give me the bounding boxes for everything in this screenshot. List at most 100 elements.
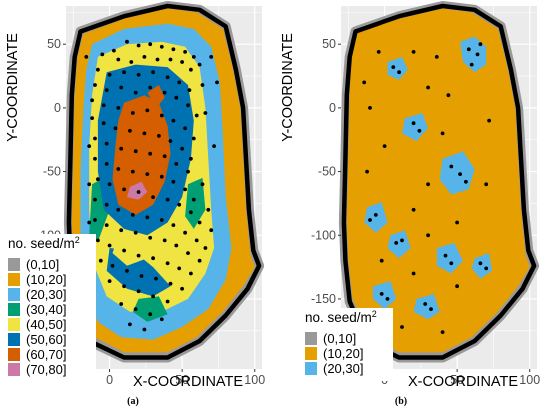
sample-point bbox=[165, 75, 170, 80]
panel-b: 050100500-50-100-150X-COORDINATEY-COORDI… bbox=[275, 0, 550, 409]
sample-point bbox=[200, 83, 205, 87]
sample-point bbox=[116, 207, 121, 212]
sample-point bbox=[148, 151, 153, 156]
density-region bbox=[413, 293, 440, 320]
sample-point bbox=[215, 80, 219, 85]
sample-point bbox=[434, 55, 439, 59]
sample-point bbox=[446, 93, 451, 98]
sample-point bbox=[212, 144, 217, 149]
sample-point bbox=[206, 207, 211, 212]
legend-label: (70,80] bbox=[26, 362, 66, 377]
sample-point bbox=[165, 261, 170, 266]
y-tick-label: 50 bbox=[322, 37, 336, 51]
sample-point bbox=[130, 213, 135, 217]
sample-point bbox=[93, 136, 97, 141]
sample-point bbox=[119, 85, 124, 90]
y-tick-label: 0 bbox=[54, 101, 61, 115]
sample-point bbox=[113, 126, 118, 131]
density-region bbox=[112, 235, 148, 266]
sample-point bbox=[191, 136, 196, 141]
sample-point bbox=[469, 62, 474, 67]
sample-point bbox=[379, 292, 384, 296]
sample-point bbox=[189, 156, 193, 161]
density-region bbox=[112, 95, 171, 215]
sample-point bbox=[177, 80, 182, 85]
sample-point bbox=[180, 286, 185, 291]
sample-point bbox=[203, 246, 208, 250]
legend-title-sup: 2 bbox=[372, 309, 377, 319]
legend-label: (30,40] bbox=[26, 302, 66, 317]
sample-point bbox=[133, 90, 138, 95]
sample-point bbox=[145, 215, 150, 220]
sample-point bbox=[107, 182, 112, 187]
sample-point bbox=[142, 55, 147, 59]
y-tick-label: -100 bbox=[311, 228, 336, 242]
sample-point bbox=[107, 279, 112, 283]
sample-point bbox=[183, 230, 188, 235]
sample-point bbox=[162, 90, 167, 95]
density-region bbox=[185, 177, 206, 229]
sample-point bbox=[209, 228, 214, 233]
sample-point bbox=[87, 220, 92, 225]
sample-point bbox=[411, 50, 416, 54]
sample-point bbox=[96, 177, 100, 182]
legend-label: (40,50] bbox=[26, 317, 66, 332]
legend-swatch bbox=[305, 362, 317, 375]
sample-point bbox=[203, 111, 208, 115]
legend-swatch bbox=[8, 303, 20, 316]
sample-point bbox=[171, 118, 176, 123]
sample-point bbox=[449, 164, 454, 169]
field-boundary bbox=[341, 3, 537, 360]
sample-point bbox=[101, 103, 106, 108]
y-axis-title: Y-COORDINATE bbox=[280, 33, 296, 142]
sample-point bbox=[487, 118, 491, 123]
sample-point bbox=[87, 182, 92, 187]
legend-swatch bbox=[8, 318, 20, 331]
x-tick-label: 50 bbox=[175, 373, 189, 387]
sample-point bbox=[162, 154, 167, 159]
sample-point bbox=[197, 258, 202, 263]
sample-point bbox=[165, 197, 170, 202]
sample-point bbox=[478, 42, 483, 47]
sample-point bbox=[365, 169, 369, 174]
sample-point bbox=[93, 156, 97, 161]
y-axis-title: Y-COORDINATE bbox=[5, 33, 21, 142]
sample-point bbox=[93, 83, 97, 87]
legend-swatch bbox=[8, 273, 20, 286]
legend-swatch bbox=[305, 347, 317, 360]
sample-point bbox=[96, 67, 100, 72]
sample-point bbox=[122, 248, 126, 253]
sample-point bbox=[145, 172, 150, 177]
sample-point bbox=[443, 253, 448, 258]
panel-label: (a) bbox=[127, 396, 139, 407]
sample-point bbox=[159, 218, 164, 222]
x-tick-label: 100 bbox=[519, 373, 540, 387]
sample-point bbox=[130, 169, 135, 174]
sample-point bbox=[148, 312, 153, 317]
sample-point bbox=[84, 55, 89, 59]
sample-point bbox=[458, 172, 462, 177]
sample-point bbox=[136, 72, 141, 77]
sample-point bbox=[168, 281, 173, 286]
sample-point bbox=[151, 256, 156, 261]
legend-label: (0,10] bbox=[26, 257, 59, 272]
sample-point bbox=[87, 144, 92, 149]
sample-point bbox=[96, 238, 100, 243]
sample-point bbox=[93, 197, 97, 202]
panel-a: 050100500-50-100-150X-COORDINATEY-COORDI… bbox=[4, 1, 265, 407]
sample-point bbox=[168, 57, 173, 62]
sample-point bbox=[194, 238, 199, 243]
field-boundary bbox=[66, 3, 262, 360]
sample-point bbox=[136, 43, 141, 48]
density-region bbox=[364, 202, 388, 233]
sample-point bbox=[122, 284, 126, 289]
sample-point bbox=[171, 179, 176, 184]
sample-point bbox=[191, 55, 196, 59]
sample-point bbox=[155, 57, 160, 62]
sample-point bbox=[455, 220, 459, 225]
legend-swatch bbox=[8, 258, 20, 271]
sample-point bbox=[104, 141, 109, 146]
legend-title-sup: 2 bbox=[75, 235, 80, 245]
sample-point bbox=[466, 47, 471, 52]
sample-point bbox=[174, 162, 179, 166]
